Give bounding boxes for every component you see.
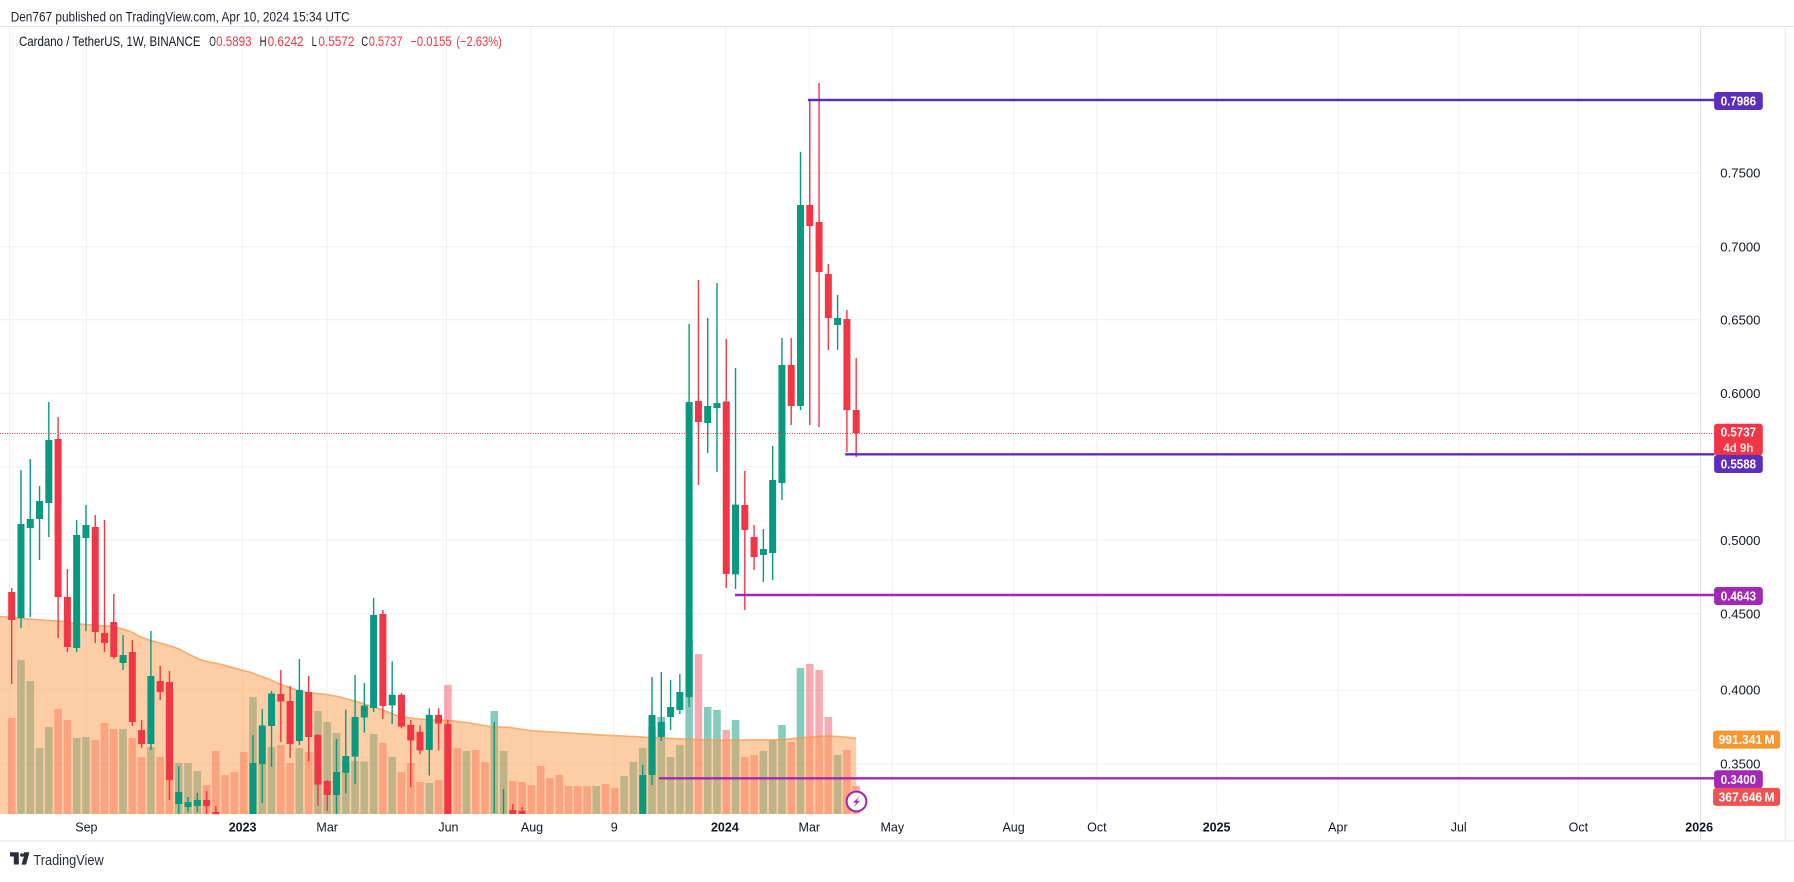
svg-text:2023: 2023 <box>229 821 257 835</box>
svg-text:May: May <box>880 821 904 835</box>
svg-text:0.5588: 0.5588 <box>1721 457 1756 472</box>
svg-text:0.4500: 0.4500 <box>1720 606 1760 621</box>
svg-text:0.7000: 0.7000 <box>1720 239 1760 254</box>
svg-text:2024: 2024 <box>711 821 739 835</box>
svg-text:0.5737: 0.5737 <box>1721 425 1756 440</box>
svg-text:0.6500: 0.6500 <box>1720 312 1760 327</box>
svg-text:367.646 M: 367.646 M <box>1719 790 1775 805</box>
svg-text:Jul: Jul <box>1451 821 1467 835</box>
svg-text:0.7500: 0.7500 <box>1720 166 1760 181</box>
svg-text:0.4643: 0.4643 <box>1721 589 1756 604</box>
svg-text:Oct: Oct <box>1087 821 1107 835</box>
svg-text:0.7986: 0.7986 <box>1721 94 1756 109</box>
svg-text:O: O <box>209 34 216 49</box>
svg-text:0.3500: 0.3500 <box>1720 757 1760 772</box>
svg-text:9: 9 <box>611 821 618 835</box>
svg-text:4d 9h: 4d 9h <box>1723 441 1753 455</box>
svg-text:L: L <box>312 34 318 49</box>
svg-text:H: H <box>260 34 267 49</box>
svg-text:0.6000: 0.6000 <box>1720 386 1760 401</box>
svg-text:Den767 published on TradingVie: Den767 published on TradingView.com, Apr… <box>11 9 350 24</box>
svg-text:Cardano / TetherUS, 1W, BINANC: Cardano / TetherUS, 1W, BINANCE <box>19 34 201 49</box>
svg-text:0.4000: 0.4000 <box>1720 683 1760 698</box>
svg-text:Jun: Jun <box>438 821 458 835</box>
svg-text:Mar: Mar <box>316 821 338 835</box>
svg-text:0.5893: 0.5893 <box>216 34 252 49</box>
svg-text:C: C <box>361 34 368 49</box>
svg-text:Aug: Aug <box>1002 821 1024 835</box>
svg-text:0.5000: 0.5000 <box>1720 533 1760 548</box>
svg-text:−0.0155: −0.0155 <box>410 34 452 49</box>
svg-text:Apr: Apr <box>1328 821 1347 835</box>
svg-text:2026: 2026 <box>1685 821 1713 835</box>
svg-text:0.5737: 0.5737 <box>369 34 403 49</box>
svg-text:TradingView: TradingView <box>33 853 104 869</box>
svg-text:991.341 M: 991.341 M <box>1719 732 1775 747</box>
svg-text:Oct: Oct <box>1569 821 1589 835</box>
svg-text:0.5572: 0.5572 <box>318 34 354 49</box>
svg-text:Sep: Sep <box>75 821 97 835</box>
svg-text:0.6242: 0.6242 <box>268 34 304 49</box>
svg-text:0.3400: 0.3400 <box>1721 772 1756 787</box>
svg-text:2025: 2025 <box>1203 821 1231 835</box>
svg-text:(−2.63%): (−2.63%) <box>456 34 502 49</box>
svg-text:Mar: Mar <box>799 821 821 835</box>
svg-text:Aug: Aug <box>521 821 543 835</box>
